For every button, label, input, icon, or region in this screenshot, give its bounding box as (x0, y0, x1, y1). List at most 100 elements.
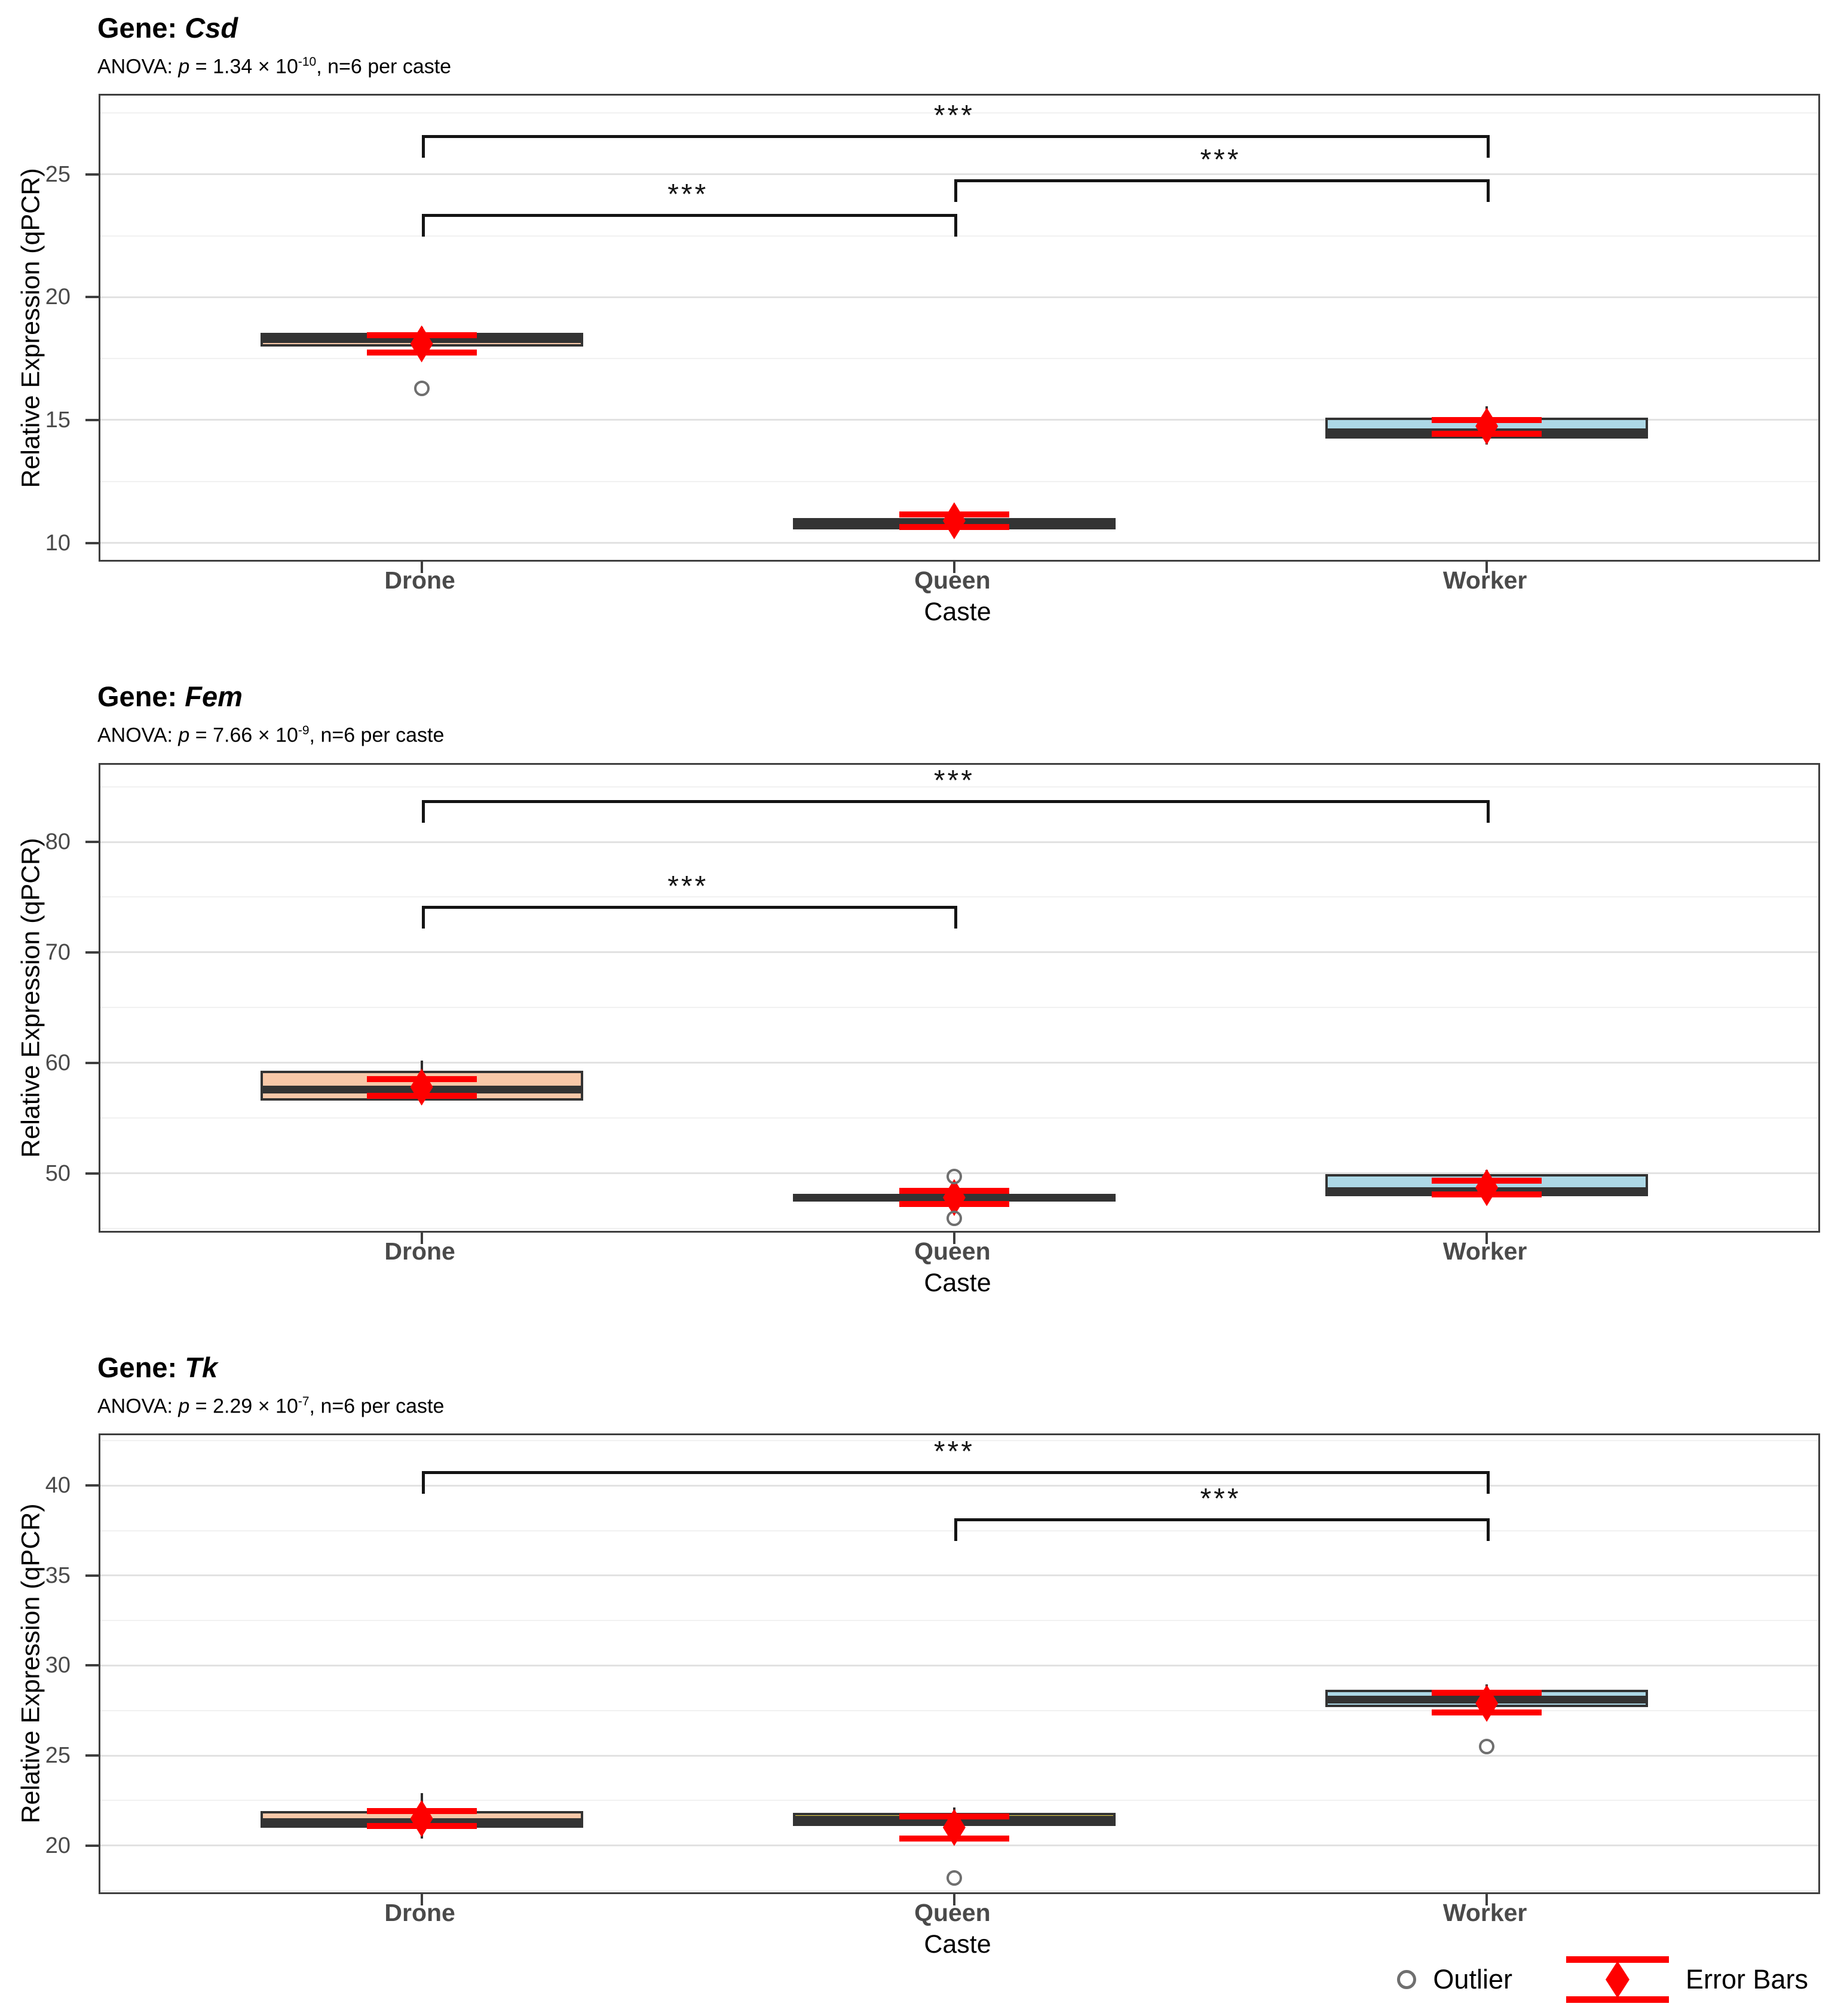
x-axis-title: Caste (924, 1268, 991, 1297)
anova-label: ANOVA: (97, 1394, 173, 1417)
x-tick-mark (420, 1230, 423, 1244)
gridline-minor (100, 235, 1818, 237)
significance-bracket-tick (954, 906, 957, 929)
significance-stars: *** (667, 178, 709, 210)
y-tick-label: 40 (45, 1473, 71, 1499)
gridline-major (100, 841, 1818, 843)
gridline-minor (100, 896, 1818, 898)
y-tick-mark (85, 541, 99, 544)
y-tick-label: 20 (45, 284, 71, 310)
x-label-drone: Drone (384, 1898, 455, 1926)
gridline-minor (100, 358, 1818, 360)
significance-bracket-tick (421, 213, 425, 237)
y-tick-mark (85, 1061, 99, 1064)
anova-label: ANOVA: (97, 55, 173, 78)
x-tick-mark (952, 1230, 955, 1244)
panel-title: Gene: Csd (97, 0, 1844, 45)
y-tick-label: 25 (45, 161, 71, 187)
gene-name: Csd (185, 12, 238, 44)
x-label-worker: Worker (1442, 566, 1527, 595)
anova-subtitle: ANOVA: p = 7.66 × 10-9, n=6 per caste (97, 718, 1844, 748)
y-tick-mark (85, 1484, 99, 1487)
gridline-major (100, 1845, 1818, 1847)
y-axis-title: Relative Expression (qPCR) (16, 168, 45, 488)
y-tick-mark (85, 951, 99, 954)
boxplot-area: Relative Expression (qPCR) 20 25 30 35 40 *** *… (17, 1433, 1820, 1905)
y-axis-title: Relative Expression (qPCR) (16, 838, 45, 1158)
y-tick-label: 10 (45, 530, 71, 556)
significance-bracket (421, 213, 954, 217)
x-label-worker: Worker (1442, 1237, 1527, 1265)
significance-stars: *** (933, 1436, 975, 1468)
x-label-queen: Queen (914, 1237, 991, 1265)
y-tick-mark (85, 1574, 99, 1577)
gridline-major (100, 1062, 1818, 1064)
x-tick-mark (952, 560, 955, 574)
p-value-mantissa: 1.34 × 10 (213, 55, 298, 78)
significance-bracket (421, 799, 1487, 803)
significance-bracket-tick (421, 906, 425, 929)
panel-title-prefix: Gene: (97, 681, 177, 713)
sample-size-note: , n=6 per caste (309, 1394, 445, 1417)
p-value-exponent: -7 (298, 1394, 310, 1408)
x-label-queen: Queen (914, 566, 991, 595)
x-axis-labels: Drone Queen Worker (99, 1233, 1817, 1267)
significance-bracket-tick (954, 1518, 957, 1541)
gridline-minor (100, 1800, 1818, 1801)
gridline-minor (100, 480, 1818, 482)
x-tick-mark (1485, 560, 1488, 574)
outlier-point (946, 1870, 962, 1886)
outlier-point (946, 1211, 962, 1227)
significance-bracket-tick (1487, 1518, 1490, 1541)
panel-title-prefix: Gene: (97, 12, 177, 44)
y-tick-label: 20 (45, 1833, 71, 1858)
y-tick-mark (85, 1172, 99, 1175)
gridline-major (100, 296, 1818, 298)
gridline-minor (100, 1530, 1818, 1531)
x-tick-mark (952, 1892, 955, 1905)
gene-name: Tk (185, 1351, 218, 1383)
y-tick-mark (85, 1664, 99, 1667)
significance-bracket-tick (421, 135, 425, 158)
x-tick-mark (420, 1892, 423, 1905)
boxplot-area: Relative Expression (qPCR) 50 60 70 80 *** *** (17, 762, 1820, 1244)
significance-stars: *** (1200, 1482, 1241, 1515)
significance-bracket-tick (1487, 179, 1490, 203)
boxplot-area: Relative Expression (qPCR) 10 15 20 25 *** ***… (17, 94, 1820, 574)
gridline-minor (100, 1117, 1818, 1119)
significance-bracket-tick (1487, 135, 1490, 158)
gridline-minor (100, 1709, 1818, 1711)
gene-panel-csd: Gene: Csd ANOVA: p = 1.34 × 10-10, n=6 pe… (0, 0, 1844, 627)
sample-size-note: , n=6 per caste (309, 724, 445, 747)
y-tick-label: 60 (45, 1050, 71, 1076)
outlier-point (413, 380, 430, 396)
outlier-point (946, 1169, 962, 1185)
x-tick-mark (420, 560, 423, 574)
anova-subtitle: ANOVA: p = 2.29 × 10-7, n=6 per caste (97, 1389, 1844, 1419)
x-label-queen: Queen (914, 1898, 991, 1926)
y-tick-label: 80 (45, 829, 71, 855)
significance-bracket-tick (954, 213, 957, 237)
outlier-icon (1397, 1970, 1417, 1989)
significance-bracket-tick (421, 1471, 425, 1494)
mean-diamond-icon (410, 325, 433, 363)
gridline-major (100, 1484, 1818, 1487)
significance-bracket-tick (1487, 799, 1490, 823)
equals-sign: = (195, 1394, 207, 1417)
legend-error-bars-label: Error Bars (1685, 1964, 1808, 1994)
y-tick-label: 70 (45, 939, 71, 965)
x-tick-mark (1485, 1230, 1488, 1244)
x-axis-title: Caste (924, 598, 991, 627)
sample-size-note: , n=6 per caste (316, 55, 452, 78)
mean-diamond-icon (942, 502, 966, 540)
p-value-mantissa: 7.66 × 10 (213, 724, 298, 747)
y-tick-label: 15 (45, 407, 71, 433)
gridline-major (100, 542, 1818, 544)
gridline-minor (100, 1440, 1818, 1442)
y-tick-label: 30 (45, 1653, 71, 1678)
panel-title-prefix: Gene: (97, 1351, 177, 1383)
y-tick-label: 35 (45, 1562, 71, 1588)
gridline-major (100, 419, 1818, 421)
significance-bracket (421, 906, 954, 909)
p-symbol: p (178, 1394, 190, 1417)
